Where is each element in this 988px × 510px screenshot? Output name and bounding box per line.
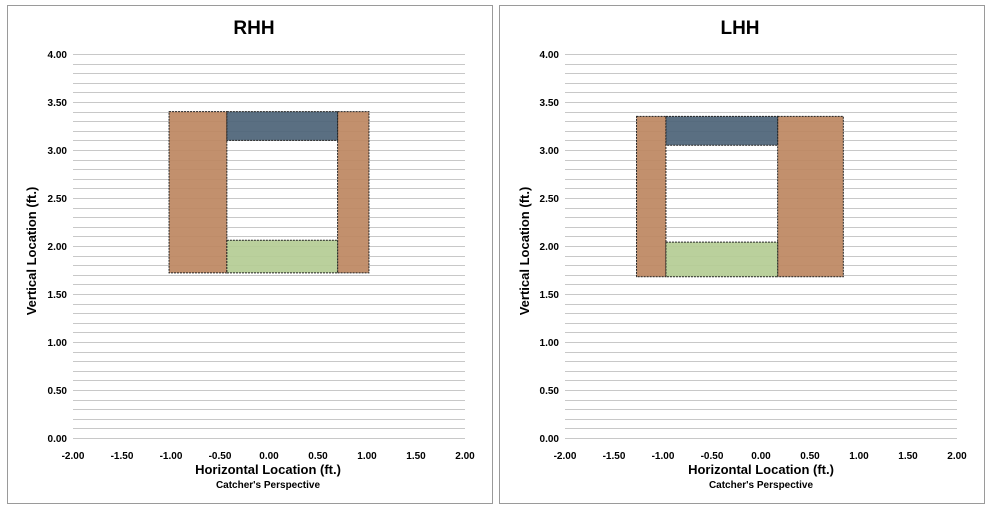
x-axis-label: Horizontal Location (ft.)	[195, 462, 341, 477]
x-tick-label: -2.00	[554, 451, 577, 462]
y-tick-label: 1.50	[48, 290, 68, 301]
zone-region-3	[226, 111, 339, 141]
y-tick-label: 1.00	[540, 338, 560, 349]
y-tick-label: 2.00	[540, 242, 560, 253]
x-tick-label: 1.00	[357, 451, 377, 462]
chart-title: RHH	[233, 18, 274, 39]
y-tick-label: 2.00	[48, 242, 68, 253]
y-tick-label: 1.50	[540, 290, 560, 301]
y-axis-label: Vertical Location (ft.)	[517, 187, 532, 316]
x-tick-label: 2.00	[455, 451, 475, 462]
chart-title: LHH	[720, 18, 759, 39]
x-tick-label: -1.50	[603, 451, 626, 462]
x-tick-label: 1.00	[849, 451, 869, 462]
x-tick-label: -2.00	[62, 451, 85, 462]
zone-region-1	[168, 111, 228, 274]
x-tick-label: -0.50	[701, 451, 724, 462]
y-tick-label: 0.00	[540, 434, 560, 445]
x-tick-label: -1.00	[652, 451, 675, 462]
y-tick-label: 2.50	[48, 194, 68, 205]
y-tick-label: 3.00	[540, 146, 560, 157]
x-tick-label: -0.50	[209, 451, 232, 462]
x-axis-subtitle: Catcher's Perspective	[709, 480, 814, 491]
x-tick-label: -1.50	[111, 451, 134, 462]
x-tick-label: 0.50	[800, 451, 820, 462]
x-axis-label: Horizontal Location (ft.)	[688, 462, 834, 477]
x-axis-subtitle: Catcher's Perspective	[216, 480, 321, 491]
x-tick-label: -1.00	[160, 451, 183, 462]
y-tick-label: 3.50	[48, 98, 68, 109]
y-tick-label: 4.00	[540, 50, 560, 61]
y-tick-label: 4.00	[48, 50, 68, 61]
x-tick-label: 1.50	[406, 451, 426, 462]
y-tick-label: 0.50	[540, 386, 560, 397]
y-tick-label: 0.50	[48, 386, 68, 397]
y-axis-label: Vertical Location (ft.)	[24, 187, 39, 316]
rhh-chart: RHH Horizontal Location (ft.) Catcher's …	[24, 18, 475, 491]
rhh-chart-panel: RHH Horizontal Location (ft.) Catcher's …	[7, 5, 493, 504]
y-tick-label: 3.00	[48, 146, 68, 157]
zone-region-4	[665, 241, 779, 278]
zone-region-1	[636, 115, 667, 278]
y-tick-label: 2.50	[540, 194, 560, 205]
zone-region-3	[665, 115, 779, 146]
x-tick-label: 0.50	[308, 451, 328, 462]
y-tick-label: 3.50	[540, 98, 560, 109]
y-tick-label: 0.00	[48, 434, 68, 445]
lhh-chart-panel: LHH Horizontal Location (ft.) Catcher's …	[499, 5, 985, 504]
x-tick-label: 1.50	[898, 451, 918, 462]
y-tick-label: 1.00	[48, 338, 68, 349]
zone-region-2	[777, 115, 844, 278]
zone-region-2	[337, 111, 370, 274]
zone-region-4	[226, 239, 339, 274]
x-tick-label: 2.00	[947, 451, 967, 462]
x-tick-label: 0.00	[751, 451, 771, 462]
lhh-chart: LHH Horizontal Location (ft.) Catcher's …	[517, 18, 967, 491]
x-tick-label: 0.00	[259, 451, 279, 462]
grid-lines	[73, 54, 465, 439]
